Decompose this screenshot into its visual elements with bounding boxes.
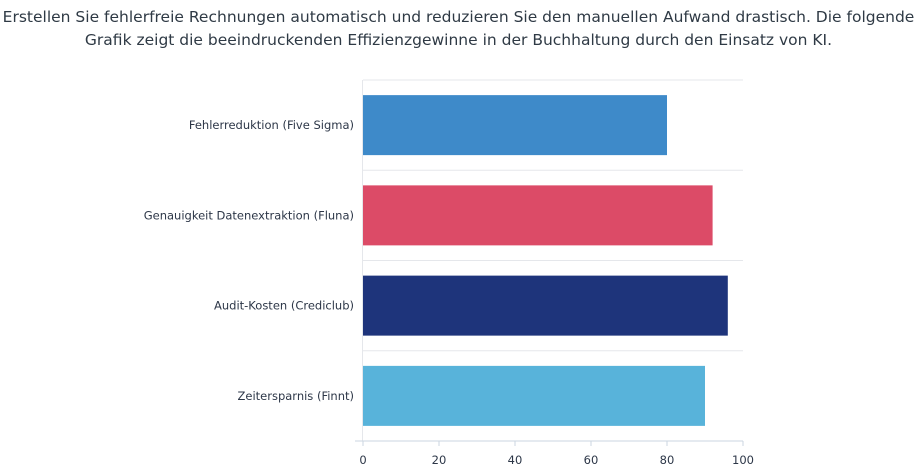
bar-audit-kosten-crediclub: [363, 275, 728, 336]
category-label-audit-kosten-crediclub: Audit-Kosten (Crediclub): [214, 299, 354, 313]
x-tick-label: 40: [508, 453, 523, 467]
bar-fehlerreduktion-five-sigma: [363, 95, 667, 156]
x-tick-label: 20: [432, 453, 447, 467]
chart-description: Erstellen Sie fehlerfreie Rechnungen aut…: [0, 6, 917, 52]
x-tick-label: 0: [359, 453, 366, 467]
category-label-genauigkeit-datenextraktion-fluna: Genauigkeit Datenextraktion (Fluna): [144, 208, 354, 222]
category-label-zeitersparnis-finnt: Zeitersparnis (Finnt): [238, 389, 355, 403]
x-tick-label: 100: [732, 453, 754, 467]
x-tick-label: 60: [584, 453, 599, 467]
description-line-1: Erstellen Sie fehlerfreie Rechnungen aut…: [2, 8, 915, 26]
x-tick-label: 80: [660, 453, 675, 467]
category-label-fehlerreduktion-five-sigma: Fehlerreduktion (Five Sigma): [189, 118, 354, 132]
bar-zeitersparnis-finnt: [363, 365, 705, 426]
bar-genauigkeit-datenextraktion-fluna: [363, 185, 713, 246]
description-line-2: Grafik zeigt die beeindruckenden Effizie…: [84, 31, 833, 49]
